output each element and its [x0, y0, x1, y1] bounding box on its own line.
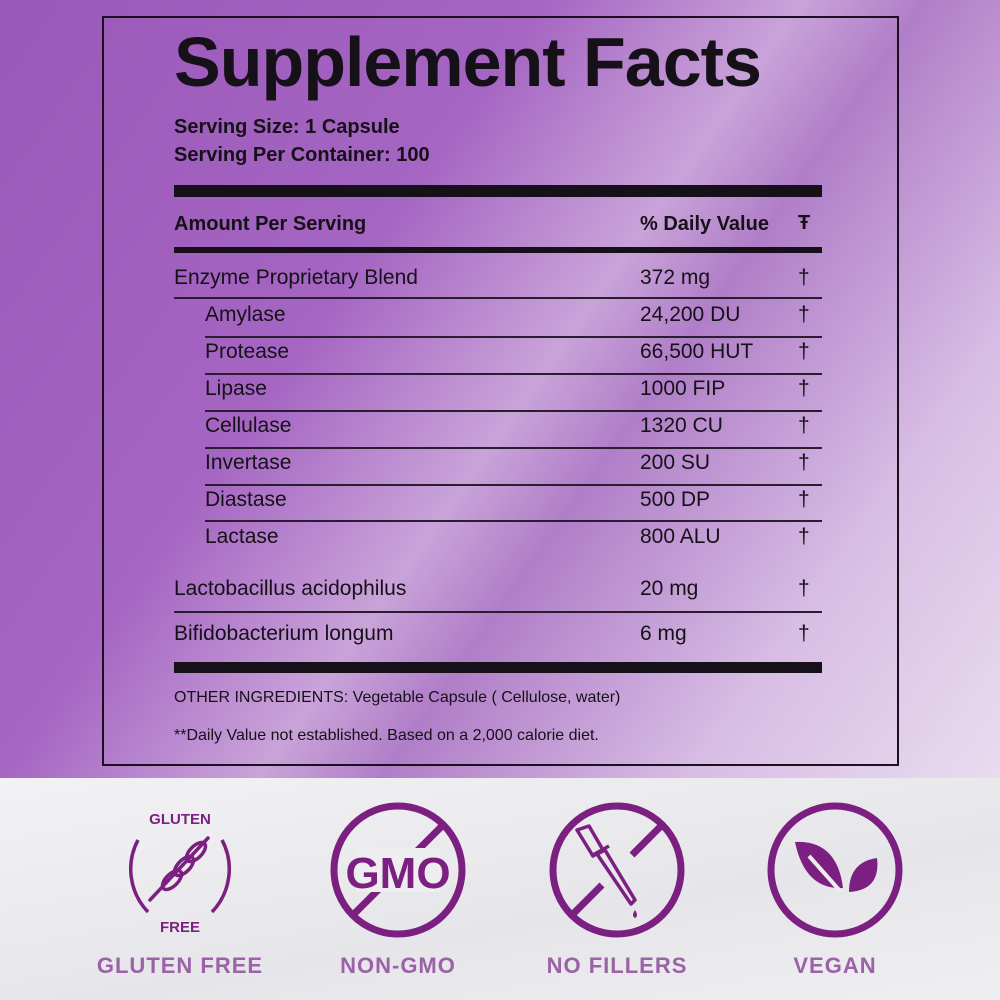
footnote: **Daily Value not established. Based on …: [174, 727, 599, 744]
no-dropper-icon: [549, 802, 685, 938]
ingredient-amount: 24,200 DU: [640, 303, 741, 326]
ingredient-amount: 372 mg: [640, 266, 711, 289]
badge-label: VEGAN: [793, 953, 877, 978]
serving-size: Serving Size: 1 Capsule: [174, 116, 400, 138]
supplement-facts-panel: [102, 16, 899, 766]
ingredient-amount: 1000 FIP: [640, 377, 726, 400]
ingredient-name: Cellulase: [205, 414, 292, 437]
row-divider: [205, 373, 822, 375]
ingredient-name: Enzyme Proprietary Blend: [174, 266, 418, 289]
daily-value-mark: †: [798, 451, 810, 474]
ingredient-amount: 200 SU: [640, 451, 711, 474]
servings-per-container: Serving Per Container: 100: [174, 144, 430, 166]
other-ingredients: OTHER INGREDIENTS: Vegetable Capsule ( C…: [174, 689, 621, 706]
daily-value-mark: †: [798, 303, 810, 326]
ingredient-name: Protease: [205, 340, 290, 363]
no-gmo-icon: GMO: [330, 802, 466, 938]
badge-label: GLUTEN FREE: [96, 953, 264, 978]
daily-value-mark: †: [798, 525, 810, 548]
header-amount: Amount Per Serving: [174, 213, 367, 235]
daily-value-mark: †: [798, 340, 810, 363]
wheat-icon: GLUTEN FREE: [129, 811, 231, 936]
header-dv-mark: Ŧ: [798, 212, 811, 234]
divider-thick: [174, 662, 822, 673]
ingredient-amount: 800 ALU: [640, 525, 721, 548]
ingredient-amount: 20 mg: [640, 577, 699, 600]
daily-value-mark: †: [798, 577, 810, 600]
badge-label: NO FILLERS: [546, 953, 688, 978]
row-divider: [205, 484, 822, 486]
row-divider: [174, 611, 822, 613]
ring-top-text: GLUTEN: [149, 811, 211, 828]
ingredient-amount: 66,500 HUT: [640, 340, 754, 363]
daily-value-mark: †: [798, 377, 810, 400]
page-title: Supplement Facts: [174, 23, 762, 101]
daily-value-mark: †: [798, 414, 810, 437]
daily-value-mark: †: [798, 622, 810, 645]
ingredient-name: Bifidobacterium longum: [174, 622, 394, 645]
row-divider: [205, 520, 822, 522]
row-divider: [174, 297, 822, 299]
label-background: [0, 0, 1000, 778]
ingredient-name: Amylase: [205, 303, 286, 326]
gmo-text: GMO: [345, 849, 450, 898]
ingredient-name: Lactase: [205, 525, 279, 548]
header-daily-value: % Daily Value: [640, 213, 769, 235]
ingredient-name: Lipase: [205, 377, 267, 400]
divider-thick: [174, 185, 822, 197]
daily-value-mark: †: [798, 266, 810, 289]
row-divider: [205, 410, 822, 412]
daily-value-mark: †: [798, 488, 810, 511]
ring-bottom-text: FREE: [160, 919, 200, 936]
divider-medium: [174, 247, 822, 253]
ingredient-name: Diastase: [205, 488, 287, 511]
row-divider: [205, 447, 822, 449]
ingredient-amount: 6 mg: [640, 622, 687, 645]
row-divider: [205, 336, 822, 338]
ingredient-amount: 1320 CU: [640, 414, 723, 437]
ingredient-name: Lactobacillus acidophilus: [174, 577, 407, 600]
ingredient-amount: 500 DP: [640, 488, 711, 511]
leaves-icon: [767, 802, 903, 938]
badge-label: NON-GMO: [340, 953, 456, 978]
ingredient-name: Invertase: [205, 451, 292, 474]
